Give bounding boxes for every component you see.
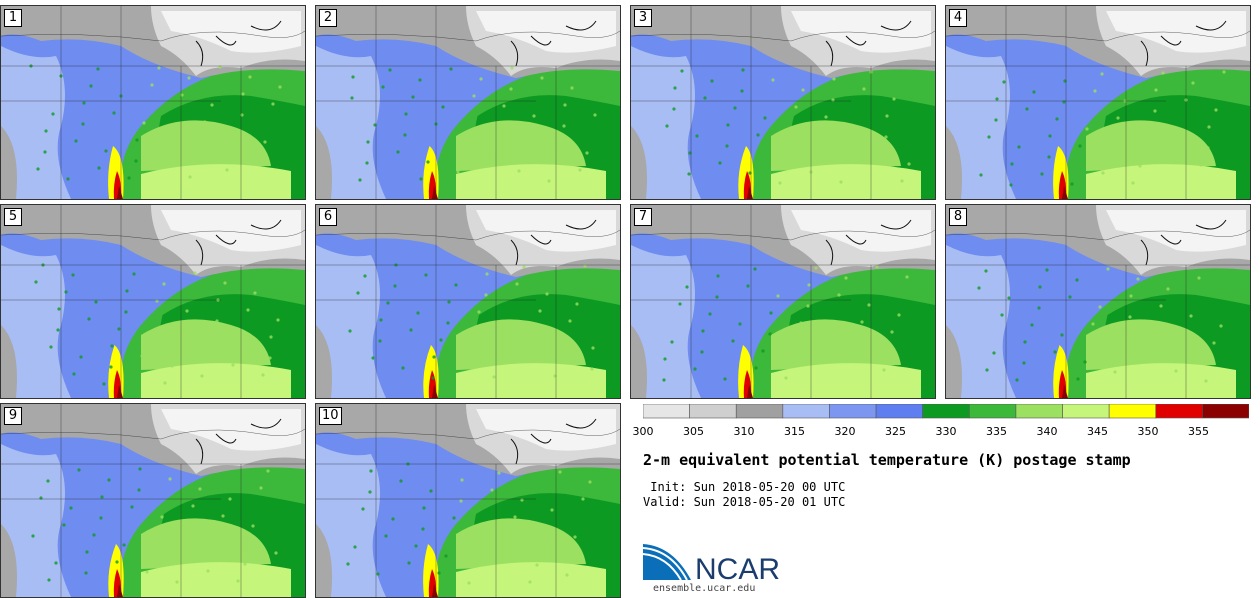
ensemble-member-panel-8: 8 [945,204,1251,399]
ensemble-member-panel-3: 3 [630,5,936,200]
panel-number: 10 [319,407,342,425]
ncar-logo: NCAR [643,544,780,584]
colorbar-segment [969,404,1017,419]
colorbar-segment [922,404,970,419]
temperature-map [946,6,1250,199]
colorbar [643,404,1249,419]
colorbar-segment [875,404,923,419]
logo-url: ensemble.ucar.edu [653,583,756,594]
colorbar-tick-label: 355 [1188,425,1209,438]
figure-title: 2-m equivalent potential temperature (K)… [643,451,1131,469]
ensemble-member-panel-7: 7 [630,204,936,399]
temperature-map [1,205,305,398]
colorbar-tick-label: 335 [986,425,1007,438]
colorbar-tick-label: 310 [733,425,755,438]
panel-number: 4 [949,9,967,27]
ensemble-member-panel-10: 10 [315,403,621,598]
temperature-map [1,404,305,597]
temperature-map [316,205,620,398]
panel-number: 6 [319,208,337,226]
colorbar-segment [782,404,830,419]
colorbar-tick-label: 320 [834,425,856,438]
colorbar-tick-label: 330 [935,425,957,438]
colorbar-tick-label: 300 [632,425,654,438]
panel-number: 1 [4,9,22,27]
temperature-map [316,404,620,597]
ensemble-member-panel-9: 9 [0,403,306,598]
panel-number: 9 [4,407,22,425]
ensemble-member-panel-2: 2 [315,5,621,200]
panel-number: 7 [634,208,652,226]
panel-number: 5 [4,208,22,226]
ensemble-member-panel-4: 4 [945,5,1251,200]
ensemble-member-panel-5: 5 [0,204,306,399]
valid-time: Valid: Sun 2018-05-20 01 UTC [643,495,846,509]
ensemble-member-panel-6: 6 [315,204,621,399]
temperature-map [316,6,620,199]
colorbar-segment [643,404,690,419]
colorbar-tick-label: 340 [1036,425,1058,438]
temperature-map [631,6,935,199]
colorbar-segment [1202,404,1249,419]
colorbar-tick-label: 345 [1087,425,1108,438]
colorbar-tick-label: 350 [1137,425,1159,438]
colorbar-segment [689,404,737,419]
colorbar-segment [1062,404,1110,419]
panel-number: 3 [634,9,652,27]
logo-wordmark: NCAR [695,553,780,584]
init-time: Init: Sun 2018-05-20 00 UTC [643,480,846,494]
colorbar-segment [1015,404,1063,419]
panel-number: 2 [319,9,337,27]
temperature-map [946,205,1250,398]
colorbar-tick-label: 315 [784,425,805,438]
temperature-map [1,6,305,199]
panel-number: 8 [949,208,967,226]
ensemble-member-panel-1: 1 [0,5,306,200]
colorbar-tick-label: 325 [885,425,906,438]
colorbar-segment [829,404,877,419]
temperature-map [631,205,935,398]
colorbar-segment [1155,404,1203,419]
colorbar-segment [1108,404,1157,419]
colorbar-segment [735,404,784,419]
colorbar-tick-label: 305 [683,425,704,438]
